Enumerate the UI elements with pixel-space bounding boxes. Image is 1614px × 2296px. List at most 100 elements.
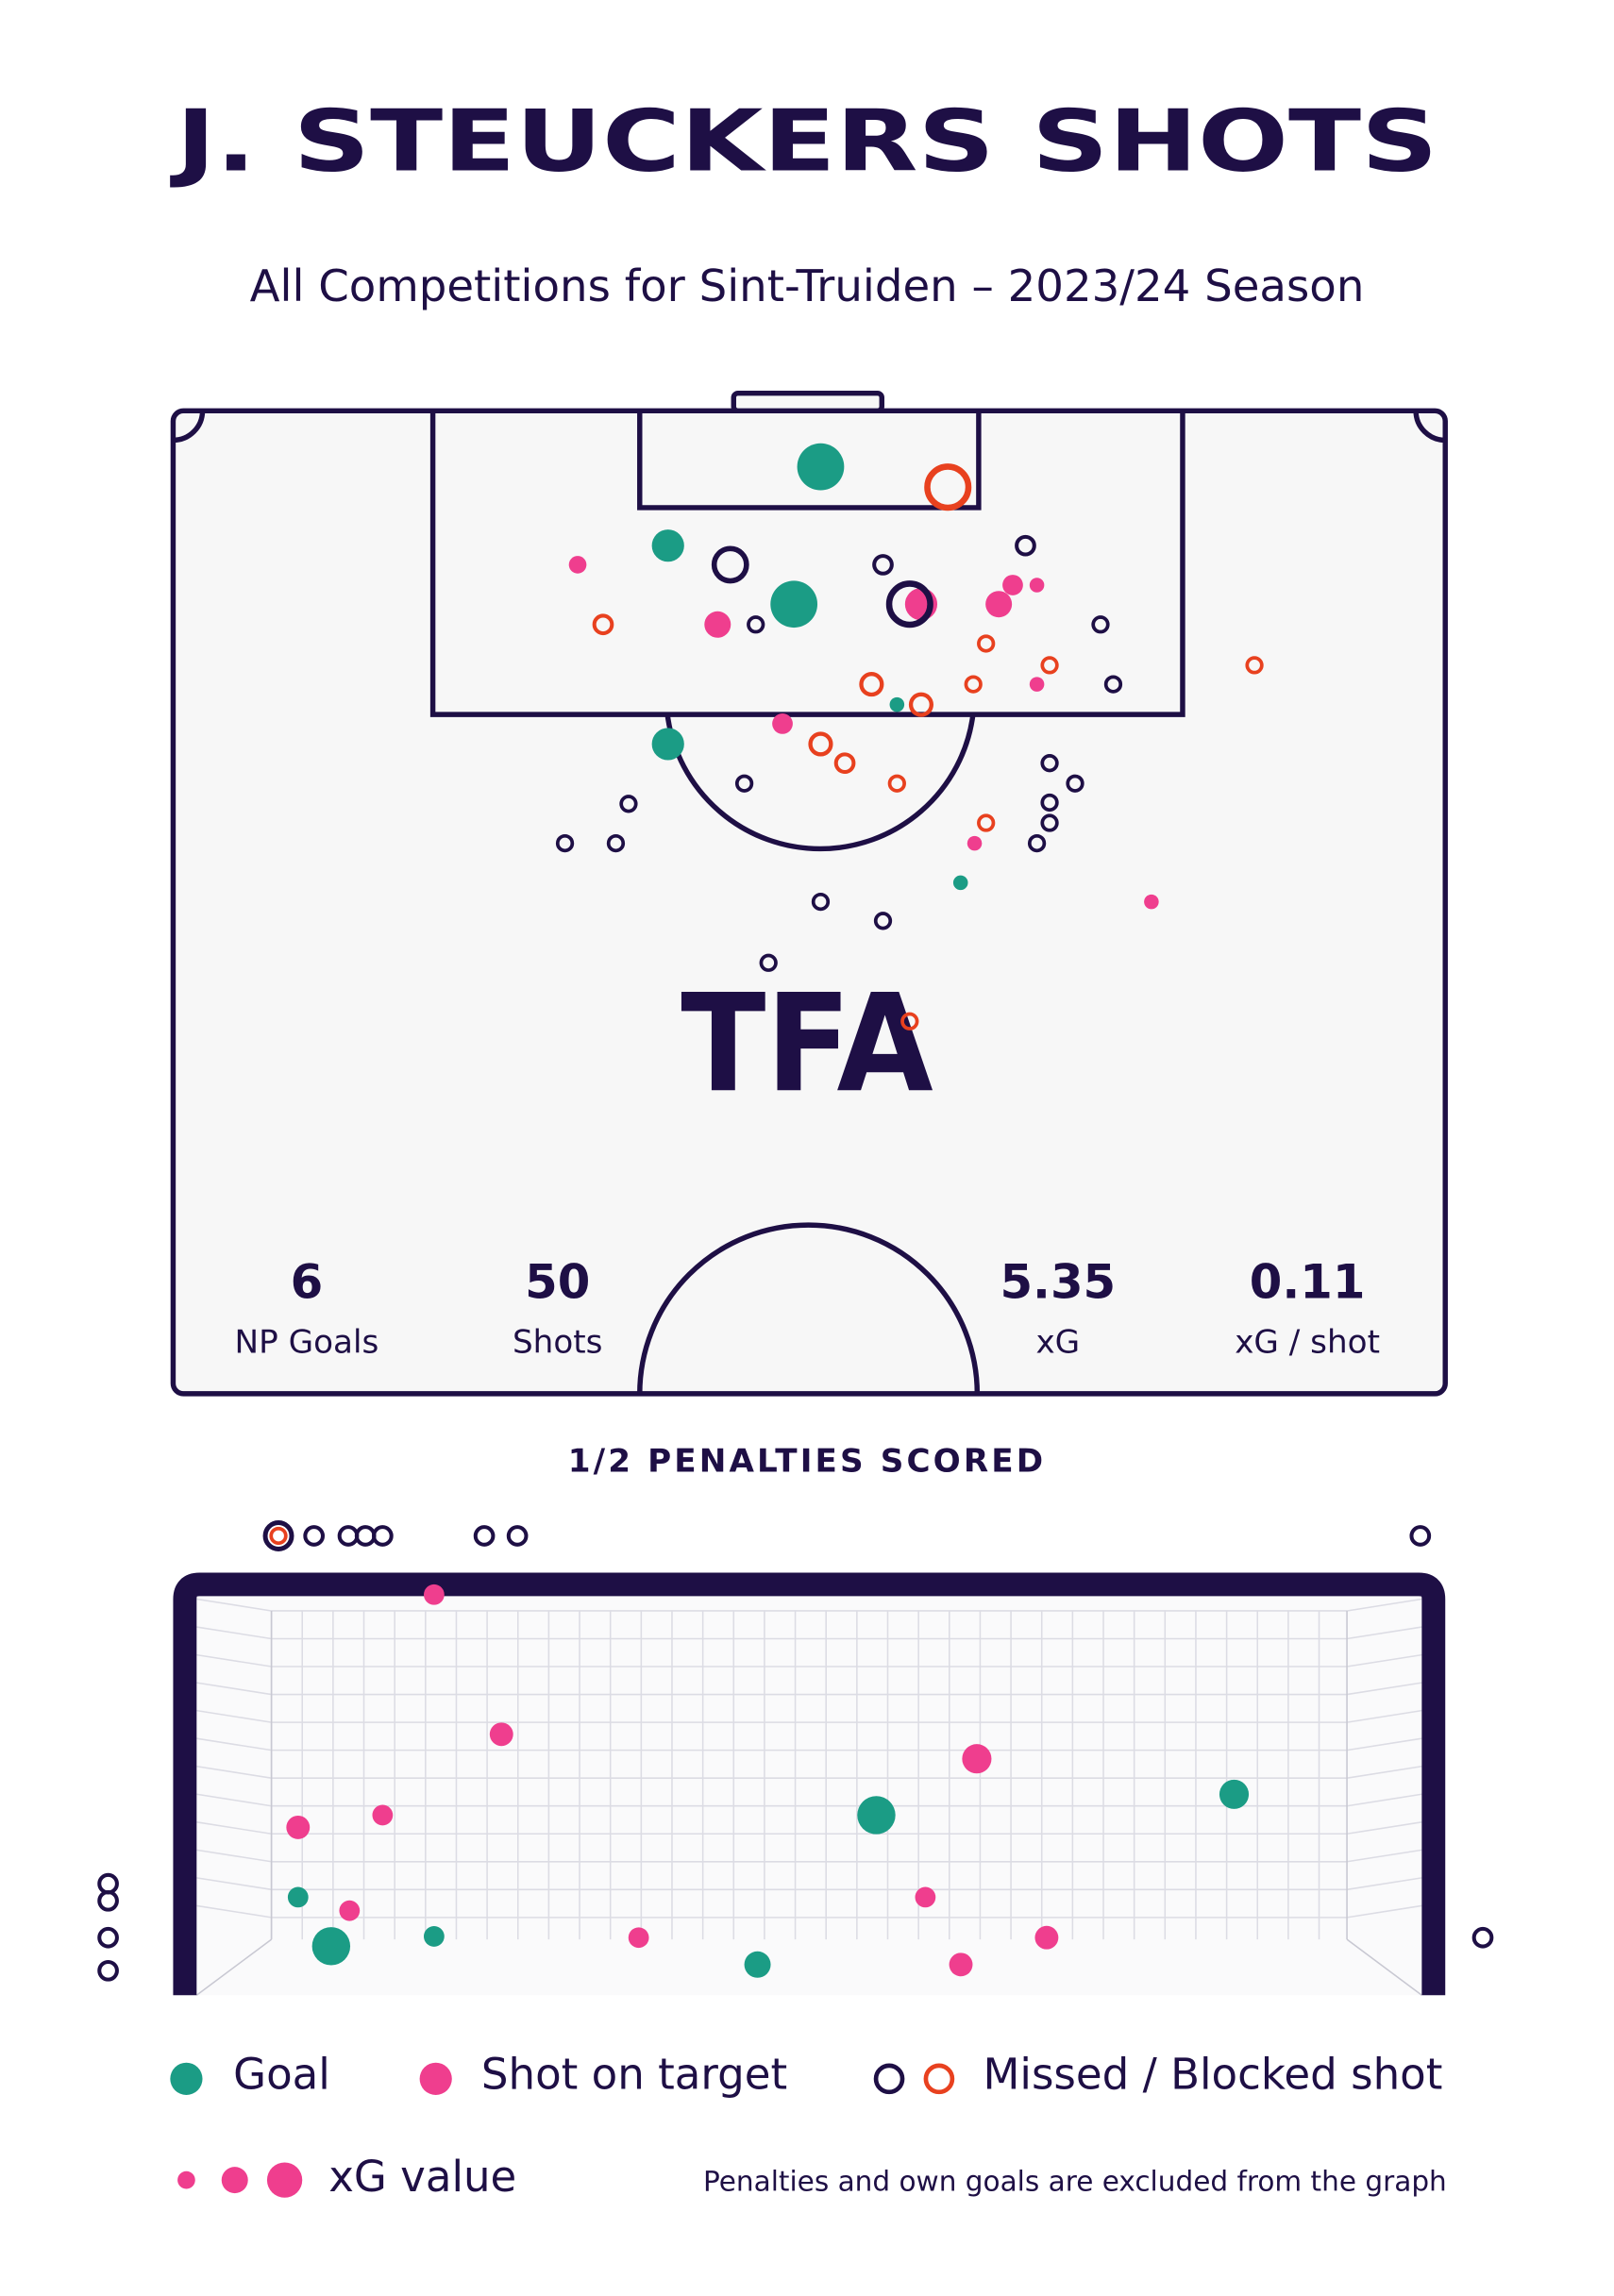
- net-line: [1346, 1849, 1422, 1863]
- goal-shots: [97, 1520, 1494, 1982]
- net-line: [196, 1682, 272, 1696]
- pitch-outline: [170, 408, 1448, 1397]
- legend-xg-label: xG value: [328, 2152, 516, 2202]
- goal-frame: [731, 390, 885, 414]
- shot: [1029, 677, 1045, 692]
- net-line: [196, 1626, 272, 1640]
- centre-circle: [637, 1222, 981, 1394]
- shot: [759, 953, 778, 972]
- shot: [1040, 813, 1059, 832]
- goal-shot: [423, 1584, 445, 1605]
- net-line: [196, 1653, 272, 1668]
- penalties-label: 1/2 PENALTIES SCORED: [568, 1442, 1047, 1480]
- shot: [1144, 894, 1159, 910]
- shot: [1015, 534, 1036, 557]
- goal-shot: [97, 1926, 119, 1949]
- goal-shot: [423, 1926, 445, 1947]
- shot: [964, 675, 983, 694]
- net-line: [1346, 1877, 1422, 1891]
- shot: [770, 580, 818, 628]
- shot: [873, 912, 893, 930]
- shot: [885, 580, 933, 628]
- goal-shot: [287, 1886, 309, 1908]
- stat-label: xG / shot: [1235, 1324, 1380, 1362]
- shot: [859, 672, 884, 697]
- six-yard-box: [637, 411, 982, 511]
- goal-shot: [1471, 1926, 1494, 1949]
- footnote: Penalties and own goals are excluded fro…: [703, 2166, 1447, 2198]
- goal-net: [184, 1584, 1434, 1996]
- corner-arc: [173, 411, 206, 444]
- net-line: [196, 1709, 272, 1723]
- shot: [651, 728, 684, 761]
- shot: [833, 752, 856, 775]
- net-line: [1346, 1821, 1422, 1835]
- subtitle: All Competitions for Sint-Truiden – 2023…: [250, 260, 1365, 311]
- shot: [985, 591, 1013, 618]
- goal-shot: [489, 1722, 513, 1747]
- legend-label: Goal: [233, 2049, 330, 2099]
- goal-shot: [303, 1525, 326, 1547]
- goal-shot: [949, 1952, 973, 1977]
- shot: [889, 696, 905, 712]
- stat-value: 0.11: [1250, 1254, 1366, 1309]
- net-line: [1346, 1904, 1422, 1919]
- legend-label: Missed / Blocked shot: [984, 2049, 1443, 2099]
- goal-shot: [262, 1520, 294, 1551]
- shot: [811, 892, 831, 912]
- goal-shot: [744, 1951, 771, 1978]
- shot: [908, 692, 933, 717]
- net-line: [1346, 1598, 1422, 1612]
- net-line: [1346, 1737, 1422, 1751]
- shot: [555, 833, 575, 853]
- legend-size-symbol: [177, 2170, 195, 2189]
- logo: TFA: [681, 964, 933, 1122]
- pitch-shots: [555, 443, 1264, 1031]
- shot: [1091, 615, 1110, 634]
- shot: [887, 774, 906, 793]
- shot: [952, 875, 968, 891]
- shot: [797, 443, 845, 491]
- shot: [747, 615, 765, 634]
- legend-label: Shot on target: [481, 2049, 787, 2099]
- corner-arc: [1413, 411, 1446, 444]
- net-line: [196, 1904, 272, 1919]
- stat-label: Shots: [513, 1324, 603, 1362]
- penalty-box: [429, 411, 1185, 717]
- goal-shot: [372, 1804, 394, 1826]
- shot: [1245, 656, 1264, 675]
- goal-shot: [311, 1927, 351, 1966]
- stats: 6 NP Goals 50 Shots 5.35 xG 0.11 xG / shot: [235, 1254, 1380, 1361]
- goal-shot: [269, 1526, 288, 1546]
- shot: [1040, 656, 1059, 675]
- net-line: [1346, 1682, 1422, 1696]
- goal-shot: [97, 1889, 119, 1912]
- goal-shot: [915, 1886, 936, 1908]
- shot: [772, 713, 793, 734]
- shot: [1029, 578, 1045, 593]
- stat-value: 5.35: [1000, 1254, 1116, 1309]
- pitch: [170, 390, 1448, 1397]
- goal-posts: [173, 1572, 1446, 1996]
- shot: [1103, 675, 1123, 694]
- shot: [651, 529, 684, 562]
- net-line: [196, 1598, 272, 1612]
- goal-shot: [337, 1525, 360, 1547]
- net-line: [196, 1765, 272, 1779]
- shot: [977, 813, 996, 832]
- stat-label: NP Goals: [235, 1324, 379, 1362]
- stat-label: xG: [1035, 1324, 1080, 1362]
- goal-shot: [339, 1900, 361, 1921]
- shot: [1066, 774, 1084, 793]
- shot: [1027, 833, 1047, 853]
- goal-shot: [372, 1525, 394, 1547]
- penalty-arc: [664, 715, 976, 852]
- legend: xG value Penalties and own goals are exc…: [170, 2049, 1447, 2202]
- net-line: [195, 1938, 273, 1996]
- shot: [606, 833, 626, 853]
- shot: [1040, 754, 1059, 773]
- goal-shot: [1409, 1525, 1432, 1547]
- shot: [711, 545, 749, 584]
